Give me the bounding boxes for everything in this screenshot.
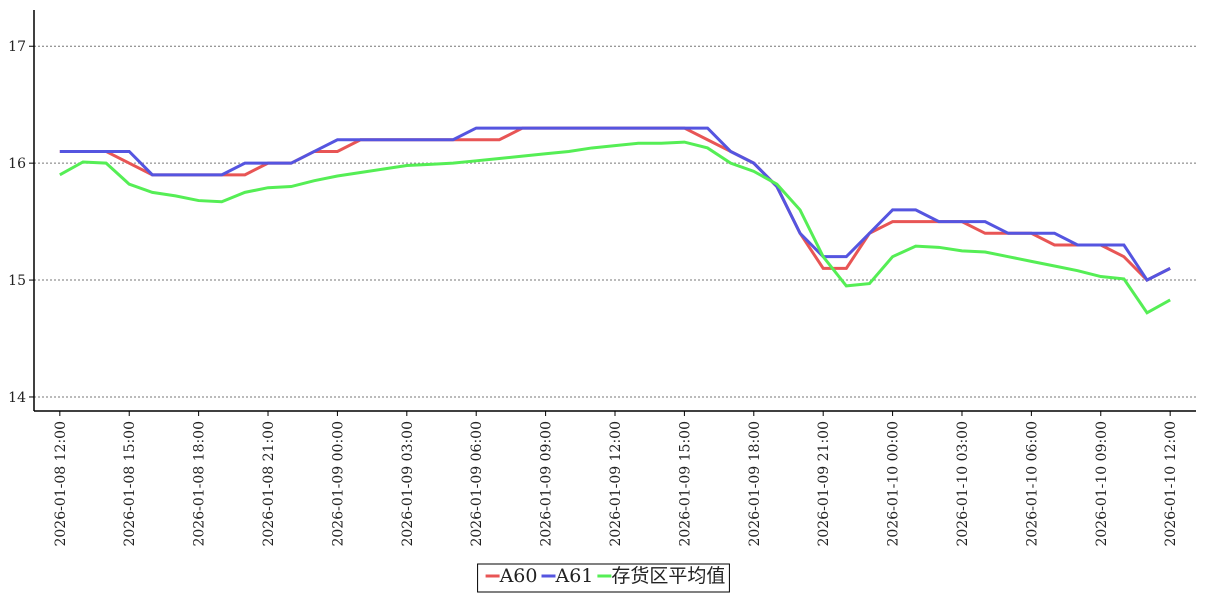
legend-label: A61 (554, 565, 593, 587)
x-tick-label: 2026-01-10 06:00 (1024, 421, 1040, 547)
x-tick-label: 2026-01-09 00:00 (330, 421, 346, 547)
x-tick-label: 2026-01-09 18:00 (747, 421, 763, 547)
x-tick-label: 2026-01-09 06:00 (469, 421, 485, 547)
x-tick-label: 2026-01-09 03:00 (400, 421, 416, 547)
legend-label: 存货区平均值 (611, 565, 725, 587)
legend-label: A60 (499, 565, 538, 587)
x-tick-label: 2026-01-10 00:00 (886, 421, 902, 547)
y-tick-label: 16 (8, 156, 26, 172)
x-tick-label: 2026-01-09 15:00 (677, 421, 693, 547)
series-line (59, 140, 1171, 315)
x-tick-label: 2026-01-08 12:00 (53, 421, 69, 547)
x-tick-label: 2026-01-09 09:00 (539, 421, 555, 547)
x-tick-label: 2026-01-08 15:00 (122, 421, 138, 547)
x-tick-label: 2026-01-09 12:00 (608, 421, 624, 547)
legend-box (477, 563, 730, 593)
legend: A60 A61 存货区平均值 (477, 563, 730, 593)
x-tick-label: 2026-01-09 21:00 (816, 421, 832, 547)
x-tick-label: 2026-01-10 09:00 (1094, 421, 1110, 547)
x-tick-label: 2026-01-08 18:00 (192, 421, 208, 547)
y-tick-label: 14 (8, 390, 26, 406)
x-tick-label: 2026-01-10 03:00 (955, 421, 971, 547)
x-tick-label: 2026-01-08 21:00 (261, 421, 277, 547)
y-tick-label: 15 (8, 273, 26, 289)
x-tick-label: 2026-01-10 12:00 (1163, 421, 1179, 547)
y-tick-label: 17 (8, 39, 26, 55)
series-line (59, 126, 1171, 283)
